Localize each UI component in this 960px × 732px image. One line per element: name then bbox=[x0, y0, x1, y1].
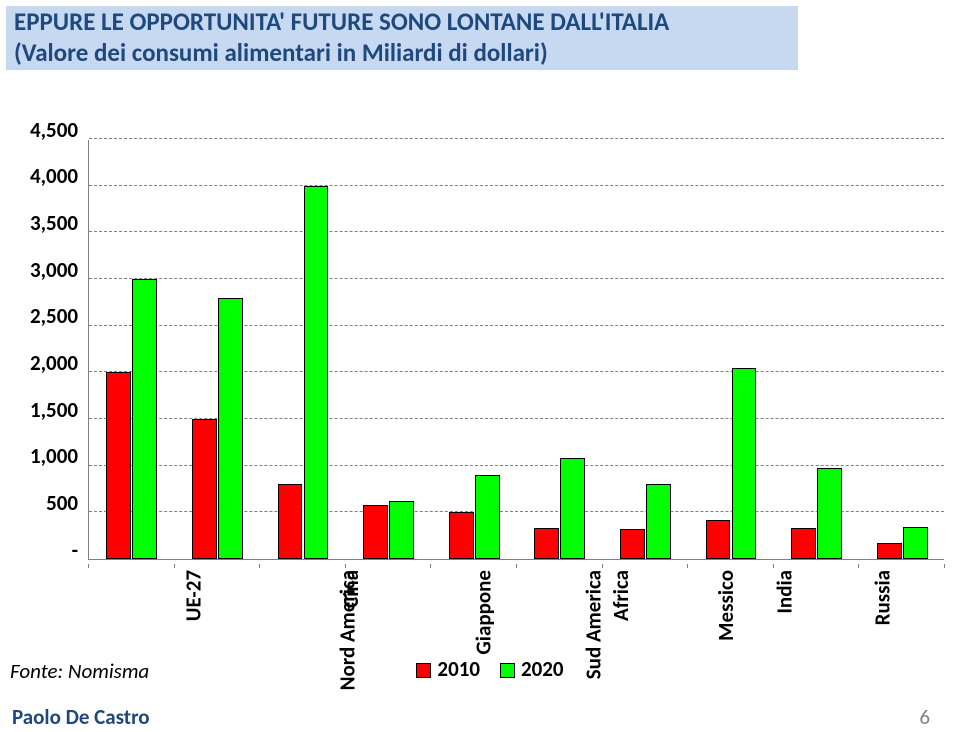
legend-swatch bbox=[416, 663, 431, 678]
legend-label: 2010 bbox=[437, 656, 480, 682]
plot-area bbox=[88, 140, 944, 560]
title-line-1: EPPURE LE OPPORTUNITA' FUTURE SONO LONTA… bbox=[14, 6, 790, 37]
y-tick-label: 500 bbox=[46, 490, 78, 516]
x-tick-label: Giappone bbox=[470, 570, 496, 655]
y-tick-label: 1,000 bbox=[30, 443, 78, 469]
bar bbox=[192, 419, 217, 559]
bar bbox=[706, 520, 731, 559]
legend-swatch bbox=[500, 663, 515, 678]
x-tick bbox=[516, 564, 517, 568]
x-tick bbox=[259, 564, 260, 568]
y-tick-label: 4,000 bbox=[30, 163, 78, 189]
x-tick bbox=[602, 564, 603, 568]
bar bbox=[560, 458, 585, 559]
bar bbox=[903, 527, 928, 559]
x-tick bbox=[174, 564, 175, 568]
y-tick-label: 1,500 bbox=[30, 397, 78, 423]
bar bbox=[389, 501, 414, 559]
bar bbox=[363, 505, 388, 559]
x-tick-label: Africa bbox=[608, 570, 634, 621]
bar bbox=[791, 528, 816, 559]
bar bbox=[817, 468, 842, 559]
y-tick-label: 2,000 bbox=[30, 350, 78, 376]
bar bbox=[534, 528, 559, 559]
legend-label: 2020 bbox=[521, 656, 564, 682]
x-tick bbox=[773, 564, 774, 568]
x-tick bbox=[88, 564, 89, 568]
y-tick-label: 4,500 bbox=[30, 117, 78, 143]
bar bbox=[132, 279, 157, 559]
bar bbox=[646, 484, 671, 559]
chart-plot-row: 4,5004,0003,5003,0002,5002,0001,5001,000… bbox=[10, 140, 950, 562]
footer-author: Paolo De Castro bbox=[12, 704, 150, 730]
x-tick-label: UE-27 bbox=[180, 570, 206, 621]
footer-page-number: 6 bbox=[919, 704, 930, 730]
chart: 4,5004,0003,5003,0002,5002,0001,5001,000… bbox=[10, 140, 950, 648]
bar bbox=[877, 543, 902, 559]
gridline bbox=[89, 278, 944, 279]
gridline bbox=[89, 185, 944, 186]
x-tick bbox=[944, 564, 945, 568]
bar bbox=[732, 368, 757, 559]
bar bbox=[449, 512, 474, 559]
gridline bbox=[89, 138, 944, 139]
x-tick-label: India bbox=[772, 570, 798, 614]
x-tick bbox=[430, 564, 431, 568]
legend: 2010 2020 bbox=[360, 656, 620, 682]
bar bbox=[106, 372, 131, 559]
x-tick bbox=[345, 564, 346, 568]
x-tick-label: Russia bbox=[869, 570, 895, 625]
x-axis-labels: UE-27Nord AmericaCinaGiapponeSud America… bbox=[88, 564, 944, 648]
footer: Paolo De Castro 6 bbox=[0, 704, 960, 730]
source-label: Fonte: Nomisma bbox=[10, 658, 149, 684]
legend-item: 2010 bbox=[416, 656, 480, 682]
y-axis-labels: 4,5004,0003,5003,0002,5002,0001,5001,000… bbox=[10, 130, 84, 562]
bar bbox=[304, 186, 329, 559]
title-banner: EPPURE LE OPPORTUNITA' FUTURE SONO LONTA… bbox=[6, 6, 798, 70]
bar bbox=[475, 475, 500, 559]
x-tick bbox=[858, 564, 859, 568]
x-tick bbox=[687, 564, 688, 568]
y-tick-label: 2,500 bbox=[30, 303, 78, 329]
x-tick-label: Messico bbox=[713, 570, 739, 641]
bar bbox=[278, 484, 303, 559]
y-tick-label: 3,500 bbox=[30, 210, 78, 236]
title-line-2: (Valore dei consumi alimentari in Miliar… bbox=[14, 37, 790, 68]
y-tick-label: 3,000 bbox=[30, 257, 78, 283]
bar bbox=[620, 529, 645, 559]
x-tick-label: Cina bbox=[338, 570, 364, 608]
gridline bbox=[89, 231, 944, 232]
legend-item: 2020 bbox=[500, 656, 564, 682]
y-tick-label: - bbox=[72, 537, 78, 563]
bar bbox=[218, 298, 243, 559]
